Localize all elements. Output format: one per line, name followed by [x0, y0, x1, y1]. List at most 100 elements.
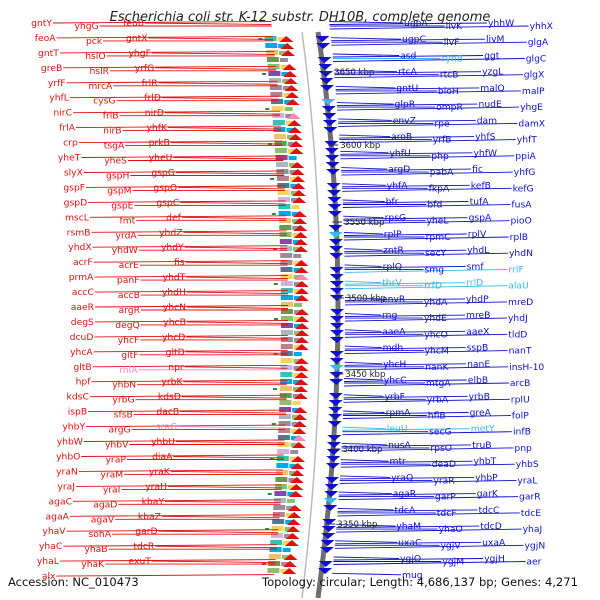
feature-block — [287, 135, 295, 139]
gc-marker — [273, 388, 277, 390]
gene-label-plus: aaeA — [382, 326, 406, 337]
leader-line — [180, 201, 286, 205]
gene-label-plus: nanE — [467, 359, 490, 370]
leader-line — [338, 118, 392, 121]
leader-line — [342, 199, 385, 202]
plus-strand-gene — [329, 351, 344, 357]
minus-strand-gene — [281, 50, 295, 56]
gene-label-plus: damX — [518, 118, 545, 129]
plus-strand-gene — [322, 113, 337, 119]
leader-line — [93, 260, 288, 263]
gene-label-plus: yraQ — [391, 472, 413, 483]
feature-block — [280, 281, 293, 286]
leader-line — [342, 426, 386, 430]
gc-marker — [267, 493, 272, 495]
gene-label-plus: dam — [477, 115, 497, 126]
gene-label-plus: mug — [402, 570, 423, 581]
minus-strand-gene — [294, 379, 309, 385]
leader-line — [344, 314, 466, 318]
leader-line — [339, 475, 391, 478]
feature-block — [285, 121, 294, 125]
gene-label-minus: nirD — [145, 108, 164, 119]
feature-block — [294, 303, 302, 307]
feature-block — [279, 407, 292, 412]
plus-strand-gene — [327, 190, 342, 196]
feature-block — [277, 190, 290, 195]
leader-line — [155, 67, 277, 70]
gene-label-minus: argR — [119, 305, 141, 316]
feature-block — [270, 540, 283, 545]
gene-label-plus: envR — [382, 294, 406, 305]
minus-strand-gene — [293, 414, 307, 420]
gene-label-plus: metY — [471, 424, 495, 435]
leader-line — [89, 215, 287, 218]
gc-marker — [265, 108, 270, 110]
gene-label-minus: yhcD — [162, 332, 185, 343]
leader-line — [332, 572, 402, 576]
leader-line — [151, 560, 276, 564]
leader-line — [336, 524, 396, 527]
gene-label-plus: elbB — [468, 375, 488, 386]
gene-label-minus: sfsB — [114, 410, 133, 421]
feature-block — [280, 365, 293, 370]
gene-label-plus: ryhB — [442, 54, 463, 65]
minus-strand-gene — [283, 71, 298, 77]
gene-label-minus: yraH — [145, 481, 167, 492]
minus-strand-gene — [294, 358, 309, 364]
leader-line — [66, 529, 279, 532]
leader-line — [66, 80, 278, 84]
gc-marker — [274, 318, 278, 320]
minus-strand-gene — [286, 519, 301, 525]
gene-label-plus: rrlD — [466, 278, 483, 289]
gene-label-plus: yzgL — [482, 67, 504, 78]
gene-label-minus: gltF — [121, 350, 138, 361]
leader-line — [178, 186, 285, 190]
gene-label-minus: yhfK — [146, 123, 167, 134]
feature-block — [267, 568, 280, 573]
gc-marker — [273, 353, 278, 355]
minus-strand-gene — [294, 337, 309, 343]
leader-line — [151, 52, 275, 55]
gene-label-minus: yhbY — [62, 422, 85, 433]
leader-line — [344, 268, 508, 273]
leader-line — [341, 171, 513, 176]
minus-strand-gene — [290, 162, 305, 168]
leader-line — [343, 398, 510, 403]
leader-line — [178, 426, 286, 429]
feature-block — [293, 380, 302, 384]
minus-strand-gene — [291, 176, 306, 182]
gene-label-plus: livK — [446, 21, 464, 32]
plus-strand-gene — [329, 365, 344, 371]
minus-strand-gene — [292, 435, 307, 441]
minus-strand-gene — [287, 127, 302, 133]
leader-line — [342, 201, 469, 204]
minus-strand-gene — [293, 407, 308, 413]
feature-block — [287, 485, 296, 489]
feature-block — [281, 330, 293, 335]
gene-label-plus: php — [431, 151, 449, 162]
leader-line — [342, 187, 512, 192]
feature-block — [293, 373, 302, 377]
gene-label-minus: pck — [86, 36, 103, 47]
gene-label-plus: yhfG — [514, 167, 536, 178]
plus-strand-gene — [328, 225, 343, 231]
gene-label-plus: yhcC — [384, 375, 407, 386]
plus-strand-gene — [330, 323, 344, 329]
gene-label-plus: garK — [477, 489, 499, 500]
gene-label-minus: yhbO — [56, 452, 80, 463]
leader-line — [83, 170, 285, 173]
feature-block — [294, 317, 302, 321]
gene-label-plus: yrbF — [385, 391, 405, 402]
leader-line — [170, 142, 283, 145]
gene-label-plus: insH-10 — [509, 362, 544, 373]
leader-line — [340, 155, 515, 160]
plus-strand-gene — [320, 540, 335, 546]
leader-line — [344, 363, 467, 366]
plus-strand-gene — [318, 568, 332, 574]
minus-strand-gene — [286, 113, 301, 119]
leader-line — [344, 333, 508, 338]
feature-block — [276, 176, 289, 181]
feature-block — [278, 414, 291, 419]
leader-line — [161, 515, 280, 519]
leader-line — [335, 90, 521, 95]
